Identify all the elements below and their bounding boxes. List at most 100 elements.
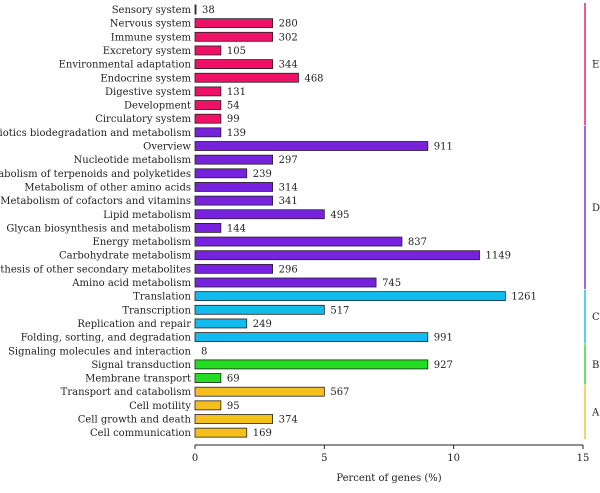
category-label: Environmental adaptation [59, 60, 192, 71]
bar [194, 100, 222, 110]
group-label: A [591, 408, 600, 419]
category-label: Signal transduction [91, 360, 191, 371]
value-label: 144 [227, 223, 246, 234]
x-tick-label: 0 [192, 453, 198, 464]
value-label: 139 [227, 128, 246, 139]
value-label: 54 [227, 101, 240, 112]
category-label: Translation [133, 292, 191, 303]
value-label: 837 [408, 237, 427, 248]
value-label: 468 [304, 73, 323, 84]
category-label: Endocrine system [100, 73, 191, 84]
bar [194, 59, 273, 69]
value-label: 296 [279, 264, 298, 275]
bar [194, 386, 325, 397]
value-label: 567 [330, 387, 349, 398]
bar [194, 304, 325, 315]
bar [194, 250, 480, 261]
bar [194, 31, 273, 42]
bar [194, 127, 222, 138]
bar [194, 277, 377, 288]
value-label: 745 [382, 278, 401, 289]
bar [194, 141, 429, 151]
value-label: 911 [434, 142, 453, 153]
value-label: 1149 [486, 251, 511, 262]
bar [194, 414, 273, 424]
category-label: Development [124, 101, 191, 112]
value-label: 991 [434, 333, 453, 344]
category-label: Cell motility [129, 401, 191, 412]
value-label: 280 [279, 19, 298, 30]
bar [194, 113, 222, 124]
bar [194, 209, 325, 220]
value-label: 927 [434, 360, 453, 371]
bar [194, 168, 248, 179]
value-label: 38 [202, 5, 215, 16]
bar [194, 236, 403, 247]
category-label: Circulatory system [95, 114, 191, 125]
value-label: 69 [227, 374, 240, 385]
bar [194, 154, 273, 165]
category-label: Sensory system [112, 5, 192, 16]
category-label: Signaling molecules and interaction [8, 346, 191, 357]
category-label: Transport and catabolism [61, 387, 192, 398]
bar [194, 400, 222, 411]
value-label: 8 [201, 346, 207, 357]
category-label: Carbohydrate metabolism [59, 251, 191, 262]
category-label: Biosynthesis of other secondary metaboli… [0, 264, 191, 275]
category-label: Metabolism of terpenoids and polyketides [0, 169, 191, 180]
category-label: Immune system [111, 32, 192, 43]
value-label: 239 [253, 169, 272, 180]
category-label: Cell communication [90, 428, 192, 439]
x-tick-label: 15 [577, 453, 590, 464]
group-label: C [592, 312, 600, 323]
value-label: 341 [279, 196, 298, 207]
category-label: Metabolism of other amino acids [24, 182, 191, 193]
value-label: 249 [253, 319, 272, 330]
bar [194, 72, 299, 83]
bar [194, 291, 506, 302]
category-label: Lipid metabolism [103, 210, 191, 221]
value-label: 105 [227, 46, 246, 57]
category-label: Folding, sorting, and degradation [21, 333, 192, 344]
bar [194, 332, 429, 343]
group-brackets: E D C B A [584, 3, 600, 440]
bar [194, 373, 222, 383]
category-label: Membrane transport [85, 374, 191, 385]
bar [194, 222, 222, 233]
bar [194, 86, 222, 97]
category-label: Xenobiotics biodegradation and metabolis… [0, 128, 192, 139]
value-label: 1261 [511, 292, 536, 303]
value-label: 314 [279, 182, 298, 193]
category-label: Digestive system [105, 87, 191, 98]
x-axis: 0 5 10 15 [192, 444, 590, 464]
category-label: Nervous system [110, 19, 192, 30]
x-tick-label: 5 [321, 453, 327, 464]
value-label: 344 [279, 60, 298, 71]
value-label: 169 [253, 428, 272, 439]
value-label: 297 [279, 155, 298, 166]
bar [194, 195, 273, 206]
group-label: B [592, 360, 599, 371]
value-label: 302 [279, 32, 298, 43]
value-label: 374 [279, 415, 298, 426]
category-label: Overview [143, 142, 191, 153]
bar [194, 263, 273, 274]
category-label: Energy metabolism [93, 237, 192, 248]
category-label: Glycan biosynthesis and metabolism [6, 223, 191, 234]
bar [194, 182, 273, 192]
bar [194, 427, 248, 438]
category-label: Amino acid metabolism [71, 278, 191, 289]
x-tick-label: 10 [447, 453, 460, 464]
bar [194, 45, 222, 56]
value-label: 517 [330, 305, 349, 316]
bar [194, 18, 273, 29]
value-label: 131 [227, 87, 246, 98]
value-label: 95 [227, 401, 240, 412]
bars-layer: Sensory system 38 Nervous system 280 Immune … [0, 4, 537, 439]
category-label: Replication and repair [77, 319, 191, 330]
x-axis-title: Percent of genes (%) [336, 473, 441, 484]
category-label: Cell growth and death [78, 415, 192, 426]
value-label: 495 [330, 210, 349, 221]
bar [194, 4, 197, 15]
